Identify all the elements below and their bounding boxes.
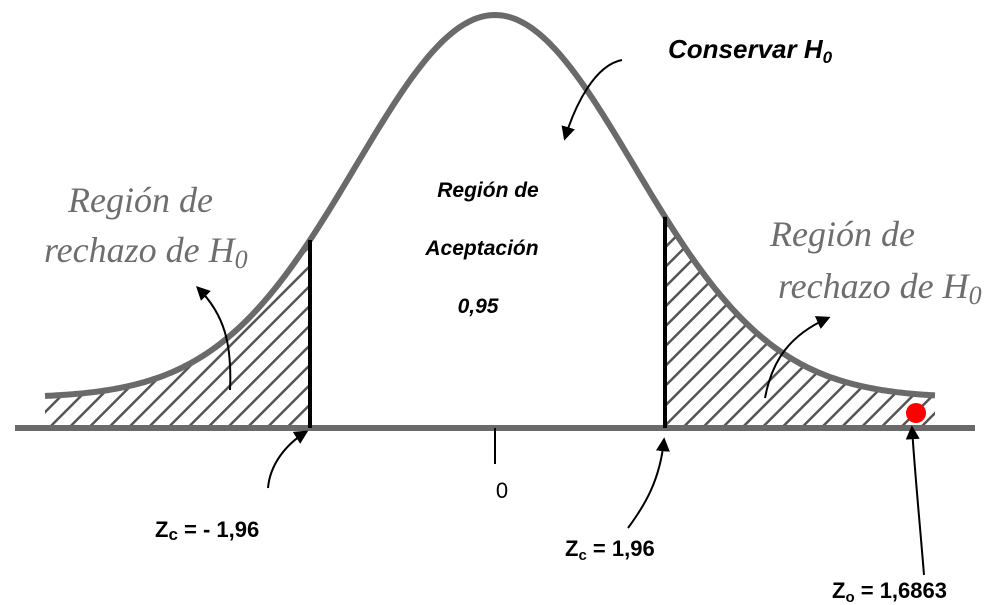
title: Conservar H0 [668,34,833,67]
right-region-line2: rechazo de H0 [778,266,982,310]
arrow [627,437,670,529]
left-region-line1: Región de [67,180,213,220]
arrow [905,425,925,576]
arrow [267,430,309,489]
observed-point [906,403,926,423]
normal-curve [44,11,936,399]
left-rejection-area [45,240,310,428]
acceptance-value: 0,95 [458,295,499,318]
left-region-line2: rechazo de H0 [44,230,248,274]
center-label: 0 [496,478,508,503]
arrow [764,316,831,399]
z-observed: Zo = 1,6863 [832,578,947,605]
right-region-line1: Región de [769,214,915,254]
z-critical-left: Zc = - 1,96 [155,517,259,544]
acceptance-line1: Región de [437,179,539,202]
arrow [196,286,232,391]
z-critical-right: Zc = 1,96 [565,536,655,564]
acceptance-line2: Aceptación [424,237,538,260]
arrow [561,59,623,141]
right-rejection-area [665,216,935,428]
